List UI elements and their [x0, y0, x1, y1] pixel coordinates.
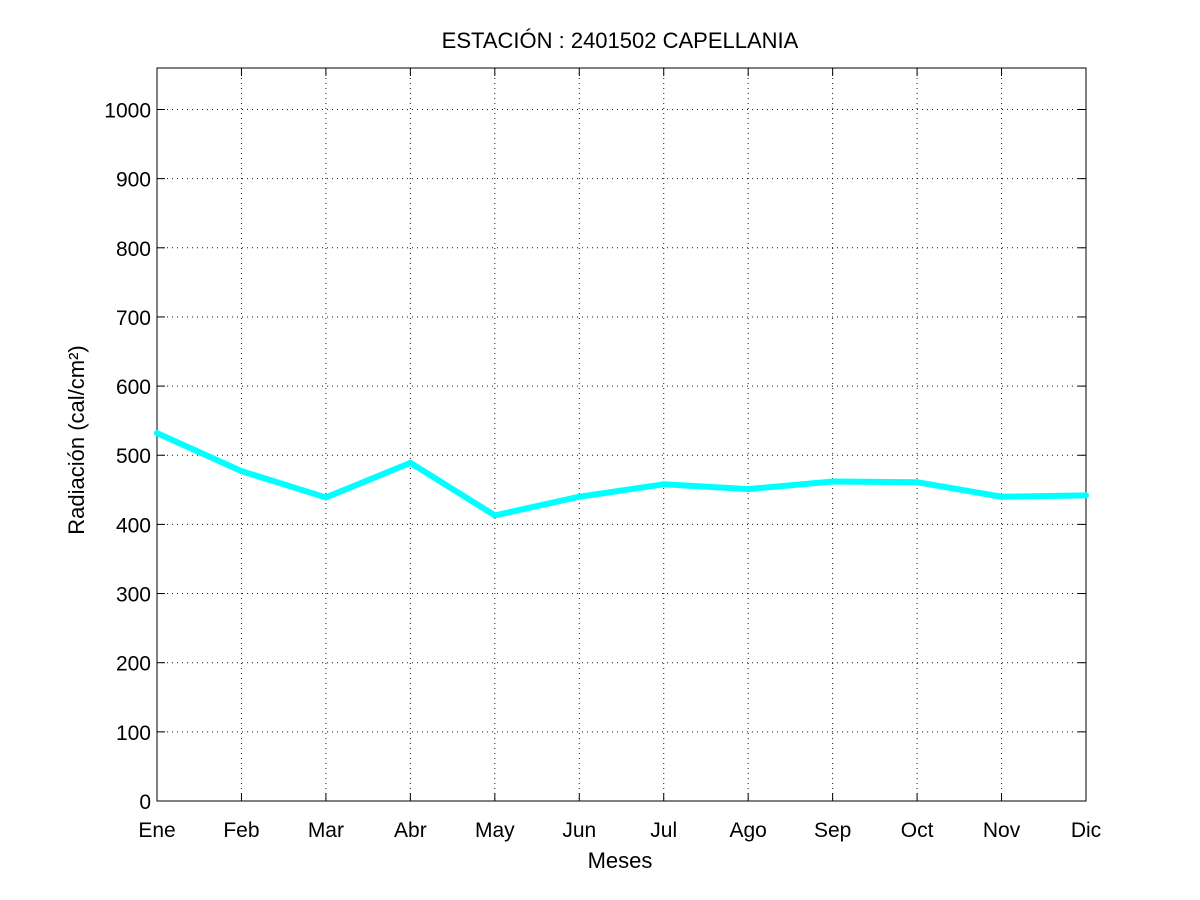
data-point	[238, 468, 245, 475]
x-tick-label: Dic	[1071, 819, 1101, 842]
x-tick-label: May	[475, 819, 515, 842]
x-tick-label: Jul	[650, 819, 677, 842]
y-tick-label: 100	[116, 722, 151, 745]
data-point	[829, 478, 836, 485]
y-tick-label: 1000	[104, 99, 151, 122]
y-tick-label: 400	[116, 514, 151, 537]
x-tick-label: Ene	[138, 819, 175, 842]
data-point	[914, 479, 921, 486]
x-tick-label: Ago	[729, 819, 766, 842]
x-tick-labels: Ene Feb Mar Abr May Jun Jul Ago Sep Oct Nov Dic	[138, 819, 1101, 842]
y-tick-label: 900	[116, 169, 151, 192]
x-tick-label: Oct	[901, 819, 934, 842]
series-lines	[154, 430, 1089, 519]
data-point	[1083, 492, 1089, 499]
series-line	[154, 430, 1089, 519]
data-point	[154, 430, 160, 437]
y-tick-label: 700	[116, 307, 151, 330]
axis-ticks	[156, 68, 1087, 802]
data-point	[576, 493, 583, 500]
data-point	[745, 486, 752, 493]
y-tick-label: 600	[116, 376, 151, 399]
y-tick-label: 200	[116, 653, 151, 676]
y-tick-labels: 0 100 200 300 400 500 600 700 800 900 1000	[104, 99, 151, 814]
data-point	[322, 494, 329, 501]
x-tick-label: Jun	[562, 819, 596, 842]
data-point	[407, 459, 414, 466]
y-axis-label: Radiación (cal/cm²)	[64, 345, 89, 535]
plot-area-frame	[156, 67, 1087, 802]
x-tick-label: Feb	[223, 819, 259, 842]
data-point	[491, 512, 498, 519]
x-tick-label: Sep	[814, 819, 851, 842]
x-tick-label: Nov	[983, 819, 1021, 842]
y-tick-label: 500	[116, 445, 151, 468]
data-point	[660, 481, 667, 488]
y-tick-label: 800	[116, 238, 151, 261]
y-tick-label: 0	[139, 791, 151, 814]
x-tick-label: Mar	[308, 819, 344, 842]
x-axis-label: Meses	[588, 848, 653, 873]
y-tick-label: 300	[116, 584, 151, 607]
chart-title: ESTACIÓN : 2401502 CAPELLANIA	[442, 28, 799, 53]
grid-lines	[157, 68, 1086, 801]
data-point	[998, 493, 1005, 500]
x-tick-label: Abr	[394, 819, 427, 842]
